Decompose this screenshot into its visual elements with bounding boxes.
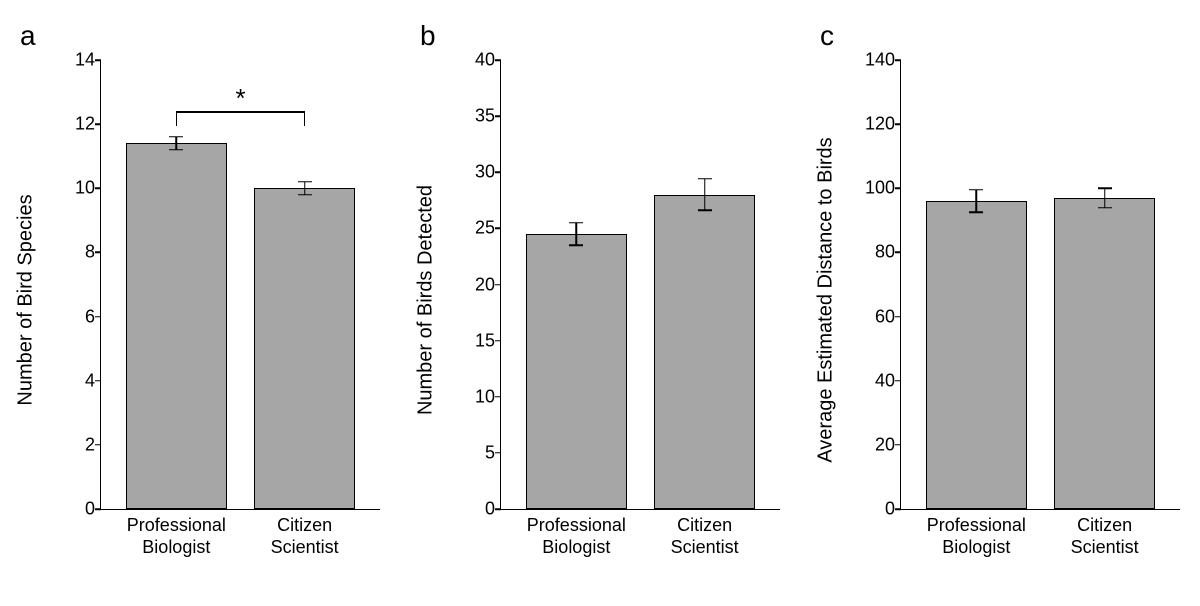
xtick-label: CitizenScientist [271, 515, 339, 558]
panel-label-a: a [20, 20, 36, 52]
bar [254, 188, 354, 509]
plot-area-b: 0510152025303540ProfessionalBiologistCit… [500, 60, 780, 510]
ytick-label: 8 [85, 242, 95, 263]
ytick-mark [895, 59, 901, 61]
errorbar-cap [698, 210, 712, 212]
ylabel-a: Number of Bird Species [15, 194, 38, 405]
ytick-mark [895, 508, 901, 510]
bar [126, 143, 226, 509]
errorbar-cap [169, 149, 183, 151]
ytick-mark [895, 380, 901, 382]
ytick-label: 80 [875, 242, 895, 263]
significance-drop [304, 111, 306, 125]
errorbar-line [976, 190, 978, 212]
ytick-mark [95, 188, 101, 190]
bar [926, 201, 1026, 509]
figure: a Number of Bird Species 02468101214Prof… [0, 0, 1200, 606]
ytick-label: 40 [475, 50, 495, 71]
ytick-mark [95, 508, 101, 510]
ytick-label: 12 [75, 114, 95, 135]
ytick-label: 25 [475, 218, 495, 239]
ylabel-b: Number of Birds Detected [415, 185, 438, 415]
errorbar-line [576, 223, 578, 245]
ytick-label: 0 [85, 499, 95, 520]
ytick-mark [495, 340, 501, 342]
ytick-mark [895, 188, 901, 190]
ytick-mark [495, 115, 501, 117]
errorbar-cap [1098, 188, 1112, 190]
xtick-label: CitizenScientist [671, 515, 739, 558]
ytick-label: 0 [485, 499, 495, 520]
ytick-mark [495, 284, 501, 286]
ytick-label: 60 [875, 306, 895, 327]
ytick-label: 5 [485, 442, 495, 463]
ytick-mark [95, 252, 101, 254]
ytick-label: 35 [475, 106, 495, 127]
bar [1054, 198, 1154, 509]
panel-label-b: b [420, 20, 436, 52]
errorbar-cap [1098, 207, 1112, 209]
panel-label-c-container: c Average Estimated Distance to Birds 02… [820, 20, 1190, 580]
ytick-label: 40 [875, 370, 895, 391]
ytick-label: 20 [875, 434, 895, 455]
ytick-mark [95, 316, 101, 318]
ytick-label: 4 [85, 370, 95, 391]
plot-area-a: 02468101214ProfessionalBiologistCitizenS… [100, 60, 380, 510]
ytick-mark [895, 316, 901, 318]
panel-b: b Number of Birds Detected 0510152025303… [420, 20, 790, 580]
errorbar-line [704, 179, 706, 210]
ytick-label: 140 [865, 50, 895, 71]
ytick-mark [495, 228, 501, 230]
ytick-mark [495, 59, 501, 61]
xtick-label: ProfessionalBiologist [127, 515, 226, 558]
errorbar-cap [298, 181, 312, 183]
errorbar-cap [569, 244, 583, 246]
ytick-label: 10 [475, 386, 495, 407]
errorbar-cap [969, 189, 983, 191]
ytick-label: 14 [75, 50, 95, 71]
ytick-mark [895, 252, 901, 254]
ytick-mark [95, 444, 101, 446]
ytick-label: 2 [85, 434, 95, 455]
xtick-label: CitizenScientist [1071, 515, 1139, 558]
ytick-mark [895, 123, 901, 125]
errorbar-line [1104, 188, 1106, 207]
panel-a: a Number of Bird Species 02468101214Prof… [20, 20, 390, 580]
ytick-label: 0 [885, 499, 895, 520]
ylabel-c: Average Estimated Distance to Birds [815, 137, 838, 462]
ytick-mark [495, 508, 501, 510]
ytick-label: 20 [475, 274, 495, 295]
bar [654, 195, 754, 509]
significance-drop [176, 111, 178, 125]
ytick-label: 15 [475, 330, 495, 351]
ytick-mark [95, 123, 101, 125]
xtick-label: ProfessionalBiologist [527, 515, 626, 558]
errorbar-cap [969, 212, 983, 214]
errorbar-cap [298, 194, 312, 196]
xtick-label: ProfessionalBiologist [927, 515, 1026, 558]
panel-label-c: c [820, 20, 834, 52]
ytick-label: 10 [75, 178, 95, 199]
ytick-mark [495, 172, 501, 174]
errorbar-cap [698, 178, 712, 180]
bar [526, 234, 626, 509]
ytick-label: 120 [865, 114, 895, 135]
ytick-mark [95, 59, 101, 61]
errorbar-line [304, 182, 306, 195]
ytick-mark [495, 452, 501, 454]
significance-star: * [235, 85, 245, 111]
errorbar-cap [169, 136, 183, 138]
ytick-mark [895, 444, 901, 446]
ytick-label: 6 [85, 306, 95, 327]
ytick-mark [495, 396, 501, 398]
ytick-mark [95, 380, 101, 382]
errorbar-line [176, 137, 178, 150]
ytick-label: 30 [475, 162, 495, 183]
ytick-label: 100 [865, 178, 895, 199]
plot-area-c: 020406080100120140ProfessionalBiologistC… [900, 60, 1180, 510]
errorbar-cap [569, 222, 583, 224]
